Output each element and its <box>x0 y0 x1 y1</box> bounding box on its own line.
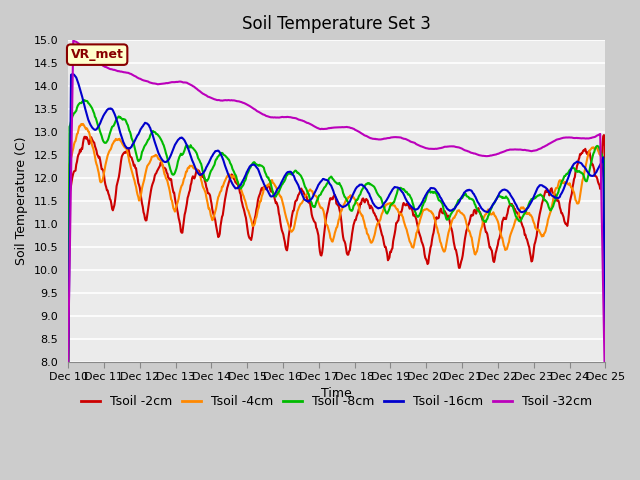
Line: Tsoil -16cm: Tsoil -16cm <box>68 74 605 403</box>
Tsoil -32cm <box>64 359 72 364</box>
Tsoil -2cm <box>402 203 410 208</box>
X-axis label: Time: Time <box>321 387 352 400</box>
Legend: Tsoil -2cm, Tsoil -4cm, Tsoil -8cm, Tsoil -16cm, Tsoil -32cm: Tsoil -2cm, Tsoil -4cm, Tsoil -8cm, Tsoi… <box>76 390 597 413</box>
Tsoil -32cm <box>213 97 221 103</box>
Line: Tsoil -8cm: Tsoil -8cm <box>68 100 605 388</box>
Tsoil -2cm <box>74 154 81 160</box>
Title: Soil Temperature Set 3: Soil Temperature Set 3 <box>243 15 431 33</box>
Tsoil -16cm <box>403 198 410 204</box>
Tsoil -8cm <box>64 366 72 372</box>
Tsoil -4cm <box>213 202 221 207</box>
Tsoil -2cm <box>602 341 609 347</box>
Y-axis label: Soil Temperature (C): Soil Temperature (C) <box>15 137 28 265</box>
Text: VR_met: VR_met <box>70 48 124 61</box>
Tsoil -32cm <box>403 137 410 143</box>
Tsoil -32cm <box>184 81 192 86</box>
Tsoil -4cm <box>74 131 81 136</box>
Tsoil -8cm <box>74 103 81 108</box>
Line: Tsoil -4cm: Tsoil -4cm <box>68 124 605 450</box>
Tsoil -16cm <box>64 400 72 406</box>
Tsoil -4cm <box>79 121 87 127</box>
Tsoil -8cm <box>602 385 609 391</box>
Tsoil -2cm <box>184 195 191 201</box>
Tsoil -2cm <box>64 372 72 378</box>
Tsoil -16cm <box>68 72 76 77</box>
Tsoil -4cm <box>130 176 138 181</box>
Tsoil -16cm <box>184 146 192 152</box>
Tsoil -32cm <box>419 144 426 150</box>
Tsoil -16cm <box>419 199 426 205</box>
Tsoil -8cm <box>130 141 138 147</box>
Tsoil -32cm <box>602 408 609 414</box>
Tsoil -4cm <box>419 210 426 216</box>
Tsoil -8cm <box>403 189 410 194</box>
Tsoil -8cm <box>81 97 88 103</box>
Tsoil -4cm <box>184 165 192 170</box>
Tsoil -4cm <box>403 227 410 232</box>
Line: Tsoil -32cm: Tsoil -32cm <box>68 41 605 411</box>
Tsoil -8cm <box>184 144 192 150</box>
Line: Tsoil -2cm: Tsoil -2cm <box>68 135 605 375</box>
Tsoil -2cm <box>129 159 137 165</box>
Tsoil -32cm <box>69 38 77 44</box>
Tsoil -4cm <box>602 307 609 313</box>
Tsoil -32cm <box>130 73 138 79</box>
Tsoil -16cm <box>130 140 138 145</box>
Tsoil -4cm <box>64 447 72 453</box>
Tsoil -2cm <box>418 239 426 244</box>
Tsoil -32cm <box>75 41 83 47</box>
Tsoil -16cm <box>602 367 609 372</box>
Tsoil -8cm <box>213 156 221 162</box>
Tsoil -2cm <box>212 223 220 228</box>
Tsoil -16cm <box>213 148 221 154</box>
Tsoil -8cm <box>419 204 426 209</box>
Tsoil -16cm <box>75 81 83 87</box>
Tsoil -2cm <box>600 132 608 138</box>
